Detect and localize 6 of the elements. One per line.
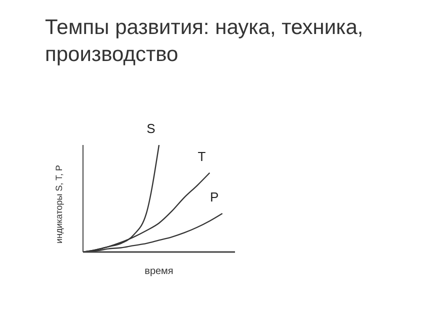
x-axis-title: время [144,266,174,277]
series-label: P [210,189,219,204]
chart-title: Темпы развития: наука, техника, производство [45,15,364,68]
series-label: T [198,148,206,164]
series-label: S [146,121,156,136]
y-axis-title: индикаторы S, T, P [54,164,64,244]
